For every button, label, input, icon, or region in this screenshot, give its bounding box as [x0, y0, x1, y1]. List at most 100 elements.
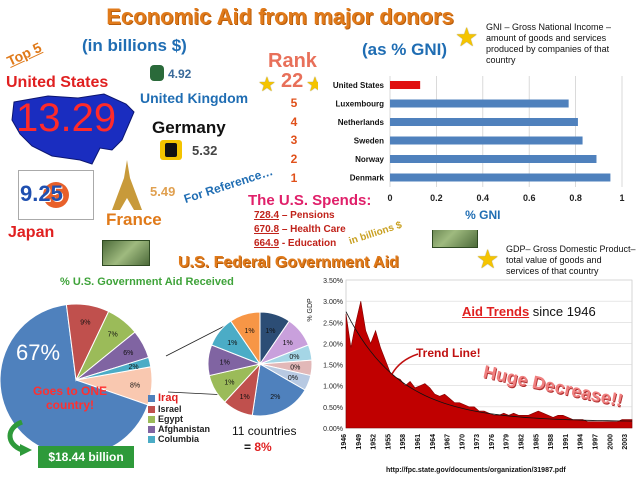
- rank-number: 4: [290, 115, 298, 129]
- donor-uk-name: United Kingdom: [140, 90, 249, 106]
- x-tick-label: 1997: [592, 434, 599, 450]
- legend-item: Israel: [148, 404, 210, 414]
- amount-badge: $18.44 billion: [38, 446, 134, 468]
- spend-amount: 670.8: [254, 224, 280, 235]
- slice-label: 2%: [129, 364, 139, 371]
- bar: [390, 81, 421, 89]
- pie-title: % U.S. Government Aid Received: [60, 276, 234, 288]
- slice-label: 1%: [240, 394, 250, 401]
- x-tick-label: 1970: [459, 434, 466, 450]
- trend-arrow: [391, 353, 419, 375]
- federal-section-title: U.S. Federal Government Aid: [178, 254, 399, 271]
- legend-label: Afghanistan: [158, 424, 211, 434]
- x-tick-label: 1967: [445, 434, 452, 450]
- bar: [390, 155, 597, 163]
- slice-label: 7%: [108, 331, 118, 338]
- category-label: Luxembourg: [336, 100, 385, 109]
- spend-label: – Pensions: [281, 210, 335, 221]
- spend-amount: 664.9: [254, 238, 280, 249]
- eleven-pct: 8%: [254, 440, 272, 454]
- chart-background: [318, 70, 636, 230]
- slice-label: 1%: [224, 380, 234, 387]
- legend-item: Iraq: [148, 392, 210, 404]
- star-icon: ★: [455, 22, 479, 52]
- bar: [390, 118, 578, 126]
- y-tick-label: 0.50%: [323, 405, 343, 412]
- trend-title-rest: since 1946: [529, 304, 596, 319]
- donor-us-name: United States: [6, 74, 109, 91]
- x-tick-label: 1991: [563, 434, 570, 450]
- eiffel-tower-icon: [112, 160, 142, 210]
- donor-uk-value: 4.92: [168, 67, 192, 81]
- donor-japan-name: Japan: [8, 224, 55, 241]
- germany-eagle-icon: [160, 140, 182, 160]
- x-tick-label: 1946: [341, 434, 348, 450]
- x-tick-label: 1964: [430, 434, 437, 450]
- rank-number: 1: [290, 171, 298, 185]
- x-tick-label: 1961: [415, 434, 422, 450]
- rank-number: 5: [290, 96, 298, 110]
- gdp-note: GDP– Gross Domestic Product– total value…: [506, 244, 636, 276]
- money-stack-icon: [102, 240, 150, 266]
- x-tick-label: 1958: [400, 434, 407, 450]
- donor-germany-value: 5.32: [192, 143, 218, 158]
- donor-us-value: 13.29: [16, 96, 117, 140]
- category-label: Sweden: [354, 137, 384, 146]
- spend-amount: 728.4: [254, 210, 280, 221]
- trend-title: Aid Trends since 1946: [462, 304, 596, 319]
- donor-germany-name: Germany: [152, 118, 226, 137]
- one-country-text: Goes to ONE country!: [20, 384, 120, 412]
- legend-label: Columbia: [158, 434, 200, 444]
- donor-france-value: 5.49: [150, 184, 176, 199]
- slice-label: 9%: [80, 319, 90, 326]
- eleven-countries-text: 11 countries: [232, 424, 297, 438]
- legend-swatch: [148, 435, 155, 443]
- subtitle-billions: (in billions $): [82, 36, 187, 55]
- rank-number: 2: [290, 152, 298, 166]
- slice-label: 1%: [245, 328, 255, 335]
- legend-swatch: [148, 405, 155, 413]
- slice-label: 6%: [123, 350, 133, 357]
- gni-note: GNI – Gross National Income – amount of …: [486, 22, 612, 65]
- us-rank-value: 22: [281, 70, 304, 92]
- x-tick-label: 1994: [578, 434, 585, 450]
- pie-slice: [259, 363, 312, 391]
- slice-label: 1%: [220, 359, 230, 366]
- x-tick-label: 0.4: [477, 193, 490, 203]
- category-label: Norway: [355, 155, 384, 164]
- spend-item: 728.4 – Pensions: [254, 210, 335, 221]
- top5-label: Top 5: [4, 39, 44, 69]
- slice-label: 1%: [265, 328, 275, 335]
- legend-swatch: [148, 425, 155, 433]
- y-tick-label: 2.50%: [323, 320, 343, 327]
- slice-label: 1%: [283, 340, 293, 347]
- pie-slice: [0, 304, 149, 457]
- page-title: Economic Aid from major donors: [106, 4, 454, 29]
- y-tick-label: 1.50%: [323, 363, 343, 370]
- spend-item: 670.8 – Health Care: [254, 224, 346, 235]
- category-label: United States: [333, 81, 385, 90]
- slice-label: 0%: [289, 354, 299, 361]
- pie-slice: [251, 363, 306, 417]
- aid-trend-chart: 0.00% 0.50% 1.00% 1.50% 2.00% 2.50% 3.00% 3.50%…: [307, 278, 633, 450]
- slice-label: 8%: [130, 383, 140, 390]
- x-tick-label: 1985: [533, 434, 540, 450]
- legend-label: Egypt: [158, 414, 184, 424]
- spend-label: - Education: [281, 238, 337, 249]
- one-country-line1: Goes to ONE: [32, 384, 107, 398]
- spend-title: The U.S. Spends:: [248, 192, 372, 209]
- y-axis-label: % GDP: [307, 298, 314, 322]
- x-tick-label: 1982: [519, 434, 526, 450]
- x-tick-label: 0: [387, 193, 392, 203]
- trend-line-label: Trend Line!: [416, 346, 481, 360]
- main-pie-chart: 8% 9% 7% 6% 2%: [0, 303, 153, 457]
- legend-item: Columbia: [148, 434, 210, 444]
- x-tick-label: 1976: [489, 434, 496, 450]
- y-tick-label: 0.00%: [323, 426, 343, 433]
- x-tick-label: 2003: [622, 434, 629, 450]
- legend-item: Afghanistan: [148, 424, 210, 434]
- slice-label: 1%: [227, 340, 237, 347]
- source-url: http://fpc.state.gov/documents/organizat…: [386, 467, 566, 474]
- x-tick-label: 1979: [504, 434, 511, 450]
- japan-flag-icon: [18, 170, 94, 220]
